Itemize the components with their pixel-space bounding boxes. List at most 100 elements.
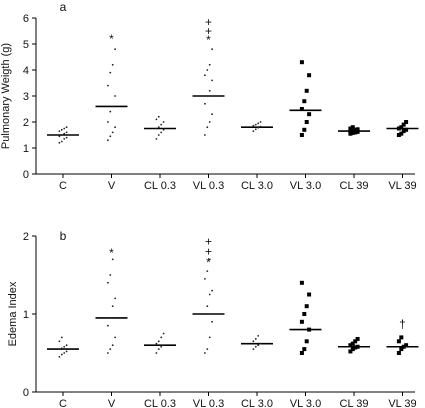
data-point	[399, 347, 404, 352]
data-point	[254, 123, 257, 126]
significance-marker: +	[205, 24, 212, 38]
data-point	[204, 102, 206, 105]
data-point	[353, 130, 358, 135]
significance-marker: *	[206, 256, 211, 270]
data-point	[204, 352, 206, 354]
data-point	[114, 48, 116, 51]
data-point	[204, 278, 206, 280]
data-point	[162, 128, 165, 131]
data-point	[160, 345, 163, 348]
data-point	[211, 113, 214, 116]
data-point	[63, 352, 66, 354]
data-point	[109, 110, 112, 113]
data-point	[399, 125, 404, 130]
data-point	[162, 332, 165, 335]
data-point	[396, 351, 401, 355]
y-tick-label: 5	[23, 39, 29, 51]
data-point	[204, 74, 206, 77]
data-point	[304, 88, 309, 93]
data-point	[109, 135, 112, 138]
data-point	[257, 344, 260, 347]
y-tick-label: 3	[23, 91, 29, 103]
data-point	[206, 126, 209, 129]
data-point	[302, 127, 307, 132]
data-point	[60, 353, 63, 356]
data-point	[404, 127, 409, 132]
x-tick-label: CL 3.0	[241, 180, 273, 192]
data-point	[355, 127, 360, 132]
data-point	[211, 48, 214, 51]
x-tick-label: CL 39	[340, 180, 369, 192]
data-point	[355, 336, 360, 341]
data-point	[58, 130, 61, 133]
data-point	[211, 289, 214, 292]
data-point	[107, 139, 109, 142]
data-point	[307, 112, 312, 117]
data-point	[348, 131, 353, 136]
data-point	[206, 270, 209, 272]
y-tick-label: 2	[23, 117, 29, 129]
data-point	[353, 339, 358, 344]
x-tick-label: C	[59, 398, 67, 408]
data-point	[58, 348, 61, 350]
x-tick-label: VL 3.0	[290, 398, 321, 408]
data-point	[353, 127, 358, 132]
data-point	[65, 126, 68, 129]
significance-marker: +	[205, 15, 212, 29]
data-point	[204, 313, 206, 315]
data-point	[208, 121, 211, 123]
data-point	[299, 60, 304, 65]
data-point	[259, 121, 262, 123]
significance-marker: *	[206, 33, 211, 47]
data-point	[355, 344, 360, 349]
data-point	[208, 63, 211, 66]
data-point	[111, 105, 114, 108]
data-point	[114, 297, 116, 300]
data-point	[404, 343, 409, 348]
data-point	[299, 351, 304, 355]
panel-label: a	[60, 0, 67, 14]
data-point	[114, 336, 116, 339]
data-point	[109, 348, 112, 350]
x-tick-label: CL 0.3	[144, 180, 176, 192]
data-point	[107, 324, 109, 327]
data-point	[65, 136, 68, 139]
data-point	[208, 258, 211, 261]
data-point	[63, 127, 66, 130]
data-point	[299, 280, 304, 285]
x-tick-label: V	[108, 180, 116, 192]
significance-marker: †	[399, 317, 406, 331]
data-point	[355, 129, 360, 134]
data-point	[396, 339, 401, 344]
data-point	[348, 129, 353, 134]
data-point	[60, 128, 63, 131]
data-point	[58, 340, 61, 343]
data-point	[63, 132, 66, 135]
y-axis-title: Pulmonary Weigth (g)	[0, 43, 12, 149]
y-tick-label: 0	[23, 169, 29, 181]
data-point	[157, 126, 160, 129]
data-point	[252, 340, 255, 343]
x-tick-label: VL 39	[388, 398, 416, 408]
data-point	[160, 336, 163, 339]
data-point	[162, 121, 165, 123]
data-point	[254, 128, 257, 131]
data-point	[299, 133, 304, 137]
data-point	[114, 126, 116, 129]
data-point	[107, 352, 109, 354]
data-point	[348, 126, 353, 131]
data-point	[401, 344, 406, 349]
data-point	[350, 130, 355, 135]
data-point	[252, 130, 255, 133]
data-point	[58, 141, 61, 144]
data-point	[350, 347, 355, 352]
data-point	[401, 122, 406, 127]
panel-label: b	[60, 229, 67, 243]
data-point	[299, 107, 304, 111]
y-tick-label: 6	[23, 13, 29, 25]
data-point	[157, 348, 160, 350]
x-tick-label: CL 3.0	[241, 398, 273, 408]
data-point	[399, 131, 404, 136]
data-point	[63, 345, 66, 348]
data-point	[114, 95, 116, 97]
